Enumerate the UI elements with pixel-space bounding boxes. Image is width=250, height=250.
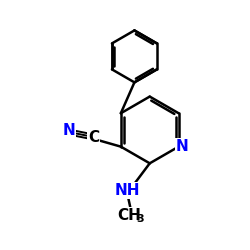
Text: N: N [62, 123, 75, 138]
Text: CH: CH [117, 208, 141, 223]
Text: C: C [88, 130, 99, 146]
Text: NH: NH [115, 183, 140, 198]
Text: N: N [176, 139, 188, 154]
Text: 3: 3 [137, 214, 144, 224]
